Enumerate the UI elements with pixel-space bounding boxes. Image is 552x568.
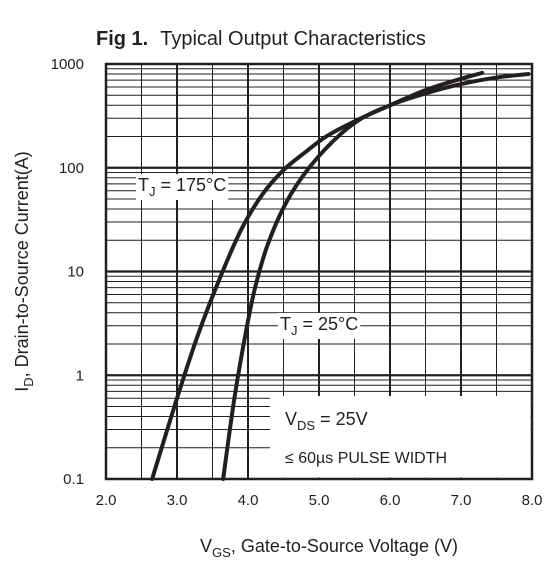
curve-label-25-bg: [278, 313, 361, 339]
figure-title: Typical Output Characteristics: [160, 28, 426, 50]
svg-text:VDS = 25V: VDS = 25V: [285, 409, 368, 433]
x-axis-label-sub: GS: [212, 545, 231, 560]
curve-label-25: TJ = 25°C: [278, 313, 361, 339]
conditions-box: VDS = 25V ≤ 60µs PULSE WIDTH: [270, 396, 531, 478]
x-tick-label: 7.0: [451, 492, 472, 509]
vds-prefix: V: [285, 409, 297, 429]
y-tick-label: 10: [67, 264, 84, 281]
curve-label-25-sub: J: [291, 323, 298, 338]
x-tick-label: 4.0: [238, 492, 259, 509]
chart-title: Fig 1. Typical Output Characteristics: [96, 28, 426, 50]
curve-label-175-sub: J: [149, 184, 156, 199]
y-tick-label: 1: [76, 367, 84, 384]
vds-rest: = 25V: [315, 409, 368, 429]
y-axis-label-prefix: I: [12, 387, 32, 392]
y-axis-label-sub: D: [21, 377, 36, 386]
curve-label-175-prefix: T: [138, 175, 149, 195]
y-tick-label: 0.1: [63, 471, 84, 488]
y-axis-label-rest: , Drain-to-Source Current(A): [12, 151, 32, 377]
x-tick-labels: 2.0 3.0 4.0 5.0 6.0 7.0 8.0: [96, 492, 543, 509]
svg-text:VGS, Gate-to-Source Voltage (V: VGS, Gate-to-Source Voltage (V): [200, 536, 458, 560]
series-line-tj-25c: [221, 72, 531, 481]
curve-label-25-rest: = 25°C: [298, 314, 359, 334]
curve-label-175-bg: [136, 174, 229, 200]
figure-label: Fig 1.: [96, 28, 148, 50]
curves: [150, 70, 531, 481]
y-tick-labels: 0.1 1 10 100 1000: [51, 56, 84, 488]
svg-text:Fig 1. Typical Output Ch: Fig 1. Typical Output Characteristics: [96, 28, 426, 50]
curve-label-175-rest: = 175°C: [156, 175, 227, 195]
x-axis-label-prefix: V: [200, 536, 212, 556]
plot-frame: [104, 62, 534, 481]
y-tick-label: 100: [59, 160, 84, 177]
svg-text:TJ = 25°C: TJ = 25°C: [280, 314, 358, 338]
svg-text:TJ = 175°C: TJ = 175°C: [138, 175, 226, 199]
x-tick-label: 3.0: [167, 492, 188, 509]
conditions-box-bg: [270, 396, 531, 478]
svg-text:ID, Drain-to-Source Current(A): ID, Drain-to-Source Current(A): [12, 151, 36, 391]
vds-sub: DS: [297, 418, 315, 433]
series-line-tj-175c: [150, 70, 485, 481]
x-tick-label: 2.0: [96, 492, 117, 509]
x-tick-label: 8.0: [522, 492, 543, 509]
x-tick-label: 6.0: [380, 492, 401, 509]
curve-label-25-prefix: T: [280, 314, 291, 334]
pulse-width-note: ≤ 60µs PULSE WIDTH: [285, 450, 447, 467]
x-tick-label: 5.0: [309, 492, 330, 509]
x-axis-label-rest: , Gate-to-Source Voltage (V): [231, 536, 458, 556]
y-tick-label: 1000: [51, 56, 84, 73]
curve-label-175: TJ = 175°C: [136, 174, 229, 200]
